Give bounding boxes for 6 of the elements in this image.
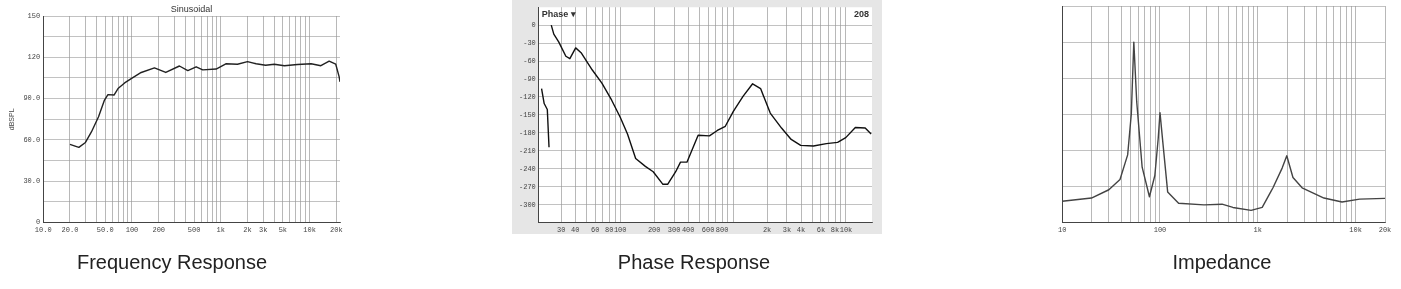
text: Frequency Response bbox=[76, 250, 268, 273]
text: Sinusoidal bbox=[170, 3, 213, 14]
text: Phase Response bbox=[617, 250, 771, 273]
annotation: Phase ▾ bbox=[541, 9, 576, 20]
text: Impedance bbox=[1172, 250, 1272, 273]
annotation: 208 bbox=[853, 9, 869, 20]
